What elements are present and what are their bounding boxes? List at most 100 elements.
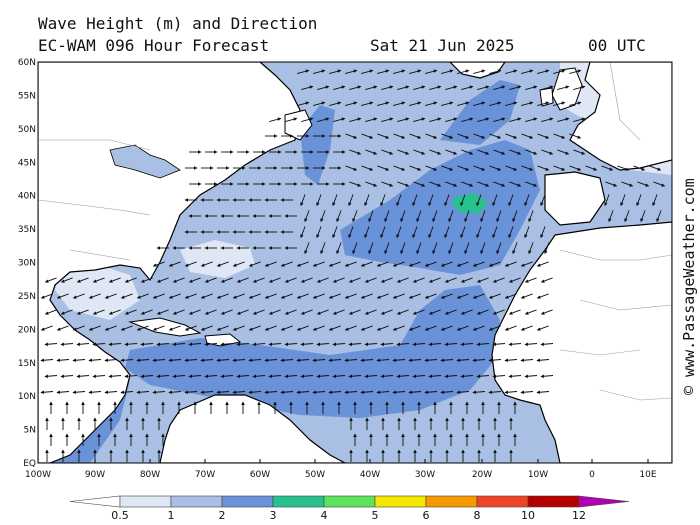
direction-arrow bbox=[569, 165, 582, 171]
direction-arrow bbox=[525, 117, 538, 123]
direction-arrow bbox=[88, 358, 102, 363]
direction-arrow bbox=[184, 293, 197, 299]
direction-arrow bbox=[360, 261, 373, 267]
direction-arrow bbox=[152, 358, 166, 363]
direction-arrow bbox=[505, 165, 518, 171]
direction-arrow bbox=[428, 309, 441, 315]
direction-arrow bbox=[448, 242, 454, 255]
direction-arrow bbox=[520, 293, 533, 299]
direction-arrow bbox=[361, 69, 374, 75]
direction-arrow bbox=[393, 133, 406, 139]
direction-arrow bbox=[445, 149, 458, 155]
direction-arrow bbox=[328, 325, 341, 331]
direction-arrow bbox=[296, 261, 309, 267]
direction-arrow bbox=[633, 165, 646, 171]
direction-arrow bbox=[236, 309, 249, 315]
direction-arrow bbox=[296, 358, 310, 363]
direction-arrow bbox=[461, 117, 474, 123]
land-newfoundland bbox=[284, 109, 313, 141]
direction-arrow bbox=[573, 149, 586, 155]
direction-arrow bbox=[524, 374, 538, 379]
direction-arrow bbox=[508, 309, 521, 315]
direction-arrow bbox=[204, 342, 218, 347]
direction-arrow bbox=[569, 133, 582, 139]
direction-arrow bbox=[329, 101, 342, 107]
direction-arrow bbox=[333, 85, 346, 91]
direction-arrow bbox=[376, 358, 390, 363]
direction-arrow bbox=[136, 358, 150, 363]
direction-arrow bbox=[280, 261, 293, 267]
direction-arrow bbox=[312, 293, 325, 299]
direction-arrow bbox=[464, 242, 470, 255]
direction-arrow bbox=[476, 277, 489, 283]
direction-arrow bbox=[152, 293, 165, 299]
direction-arrow bbox=[264, 261, 277, 267]
land-iberia bbox=[544, 171, 606, 226]
direction-arrow bbox=[444, 277, 457, 283]
lon-label: 30W bbox=[415, 470, 435, 480]
direction-arrow bbox=[528, 242, 534, 255]
direction-arrow bbox=[441, 69, 454, 75]
direction-arrow bbox=[365, 181, 378, 187]
direction-arrow bbox=[397, 181, 410, 187]
direction-arrow bbox=[216, 261, 229, 267]
land-north-america bbox=[38, 62, 301, 463]
legend-swatch bbox=[323, 495, 376, 508]
direction-arrow bbox=[392, 390, 406, 395]
direction-arrow bbox=[620, 194, 626, 207]
direction-arrow bbox=[472, 325, 485, 331]
direction-arrow bbox=[416, 242, 422, 255]
direction-arrow bbox=[236, 342, 250, 347]
direction-arrow bbox=[476, 309, 489, 315]
direction-arrow bbox=[396, 194, 402, 207]
direction-arrow bbox=[409, 101, 422, 107]
direction-arrow bbox=[328, 293, 341, 299]
direction-arrow bbox=[168, 293, 181, 299]
direction-arrow bbox=[536, 390, 550, 395]
direction-arrow bbox=[300, 374, 314, 379]
direction-arrow bbox=[364, 226, 370, 239]
direction-arrow bbox=[397, 117, 410, 123]
direction-arrow bbox=[525, 149, 538, 155]
direction-arrow bbox=[557, 149, 570, 155]
direction-arrow bbox=[252, 374, 266, 379]
lon-label: 90W bbox=[85, 470, 105, 480]
lat-label: 20N bbox=[18, 325, 36, 335]
direction-arrow bbox=[200, 390, 214, 395]
direction-arrow bbox=[524, 309, 537, 315]
direction-arrow bbox=[380, 342, 394, 347]
direction-arrow bbox=[392, 261, 405, 267]
direction-arrow bbox=[120, 390, 134, 395]
lon-label: 10E bbox=[639, 470, 656, 480]
legend-swatch bbox=[425, 495, 478, 508]
legend-swatch bbox=[119, 495, 172, 508]
direction-arrow bbox=[652, 194, 658, 207]
direction-arrow bbox=[441, 101, 454, 107]
direction-arrow bbox=[377, 165, 390, 171]
direction-arrow bbox=[429, 85, 442, 91]
direction-arrow bbox=[440, 358, 454, 363]
direction-arrow bbox=[232, 390, 246, 395]
direction-arrow bbox=[380, 374, 394, 379]
direction-arrow bbox=[332, 277, 345, 283]
direction-arrow bbox=[521, 133, 534, 139]
direction-arrow bbox=[248, 261, 261, 267]
direction-arrow bbox=[425, 133, 438, 139]
direction-arrow bbox=[492, 374, 506, 379]
direction-arrow bbox=[393, 165, 406, 171]
direction-arrow bbox=[336, 242, 342, 255]
direction-arrow bbox=[269, 117, 282, 123]
direction-arrow bbox=[352, 242, 358, 255]
direction-arrow bbox=[108, 309, 121, 315]
direction-arrow bbox=[489, 69, 502, 75]
direction-arrow bbox=[361, 101, 374, 107]
direction-arrow bbox=[92, 342, 106, 347]
direction-arrow bbox=[312, 261, 325, 267]
direction-arrow bbox=[72, 325, 85, 331]
direction-arrow bbox=[156, 277, 169, 283]
direction-arrow bbox=[521, 69, 534, 75]
direction-arrow bbox=[304, 210, 310, 223]
direction-arrow bbox=[204, 277, 217, 283]
wave-zone-mid-central bbox=[340, 140, 540, 275]
direction-arrow bbox=[280, 293, 293, 299]
